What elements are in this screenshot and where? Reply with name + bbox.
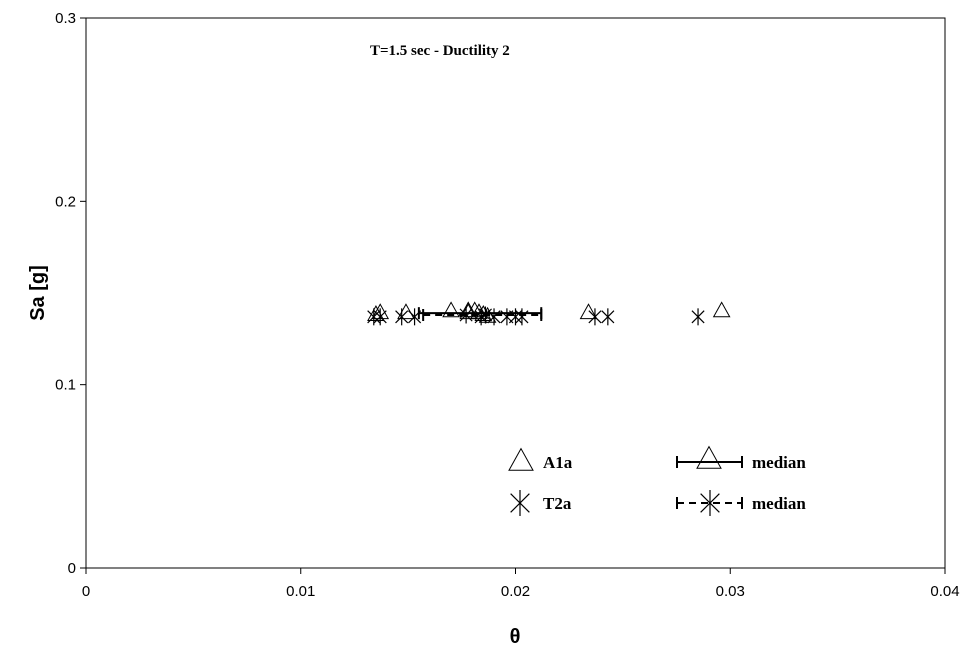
asterisk-point (408, 308, 422, 326)
legend-item-median-dashed: median (676, 490, 806, 516)
legend-label-median-dashed: median (752, 494, 806, 513)
legend-label-median-solid: median (752, 453, 806, 472)
legend-median-solid-symbol (676, 445, 743, 469)
y-tick-label: 0.3 (55, 10, 76, 27)
asterisk-point (487, 308, 501, 326)
legend-solid-bar (676, 456, 743, 468)
x-tick-label: 0.04 (930, 583, 959, 600)
plot-area (85, 17, 946, 569)
asterisk-point (601, 308, 615, 326)
y-axis-label: Sa [g] (27, 265, 49, 321)
legend: A1a median T2a median (508, 445, 806, 516)
triangle-point (712, 301, 731, 318)
x-tick-label: 0 (82, 583, 90, 600)
chart-annotation: T=1.5 sec - Ductility 2 (370, 43, 510, 59)
legend-triangle-marker (508, 447, 534, 471)
data-marks (367, 301, 731, 326)
x-axis-label: θ (510, 626, 521, 648)
asterisk-point (691, 308, 705, 326)
triangle-point (579, 303, 598, 320)
legend-median-asterisk (700, 490, 720, 516)
legend-item-median-solid: median (676, 445, 806, 472)
asterisk-point (515, 308, 529, 326)
asterisk-point (478, 306, 492, 324)
x-tick-label: 0.03 (716, 583, 745, 600)
legend-median-dashed-symbol (676, 490, 743, 516)
asterisk-point (373, 308, 387, 326)
legend-item-a1a: A1a (508, 447, 573, 472)
x-tick-label: 0.02 (501, 583, 530, 600)
legend-asterisk-marker (510, 490, 530, 516)
median-error-bar (422, 309, 543, 321)
legend-label-t2a: T2a (543, 494, 572, 513)
triangle-point (459, 303, 478, 320)
x-tick-label: 0.01 (286, 583, 315, 600)
y-tick-label: 0.2 (55, 193, 76, 210)
asterisk-point (588, 308, 602, 326)
legend-median-triangle (696, 445, 722, 469)
y-tick-label: 0.1 (55, 377, 76, 394)
asterisk-point (395, 308, 409, 326)
legend-dashed-bar (676, 497, 743, 509)
legend-asterisk (510, 490, 530, 516)
legend-triangle (508, 447, 534, 471)
legend-label-a1a: A1a (543, 453, 573, 472)
axis-ticks: 0 0.01 0.02 0.03 0.04 0 0.1 0.2 0.3 (55, 10, 959, 600)
triangle-point (442, 301, 460, 318)
legend-item-t2a: T2a (510, 490, 572, 516)
y-tick-label: 0 (68, 560, 76, 577)
